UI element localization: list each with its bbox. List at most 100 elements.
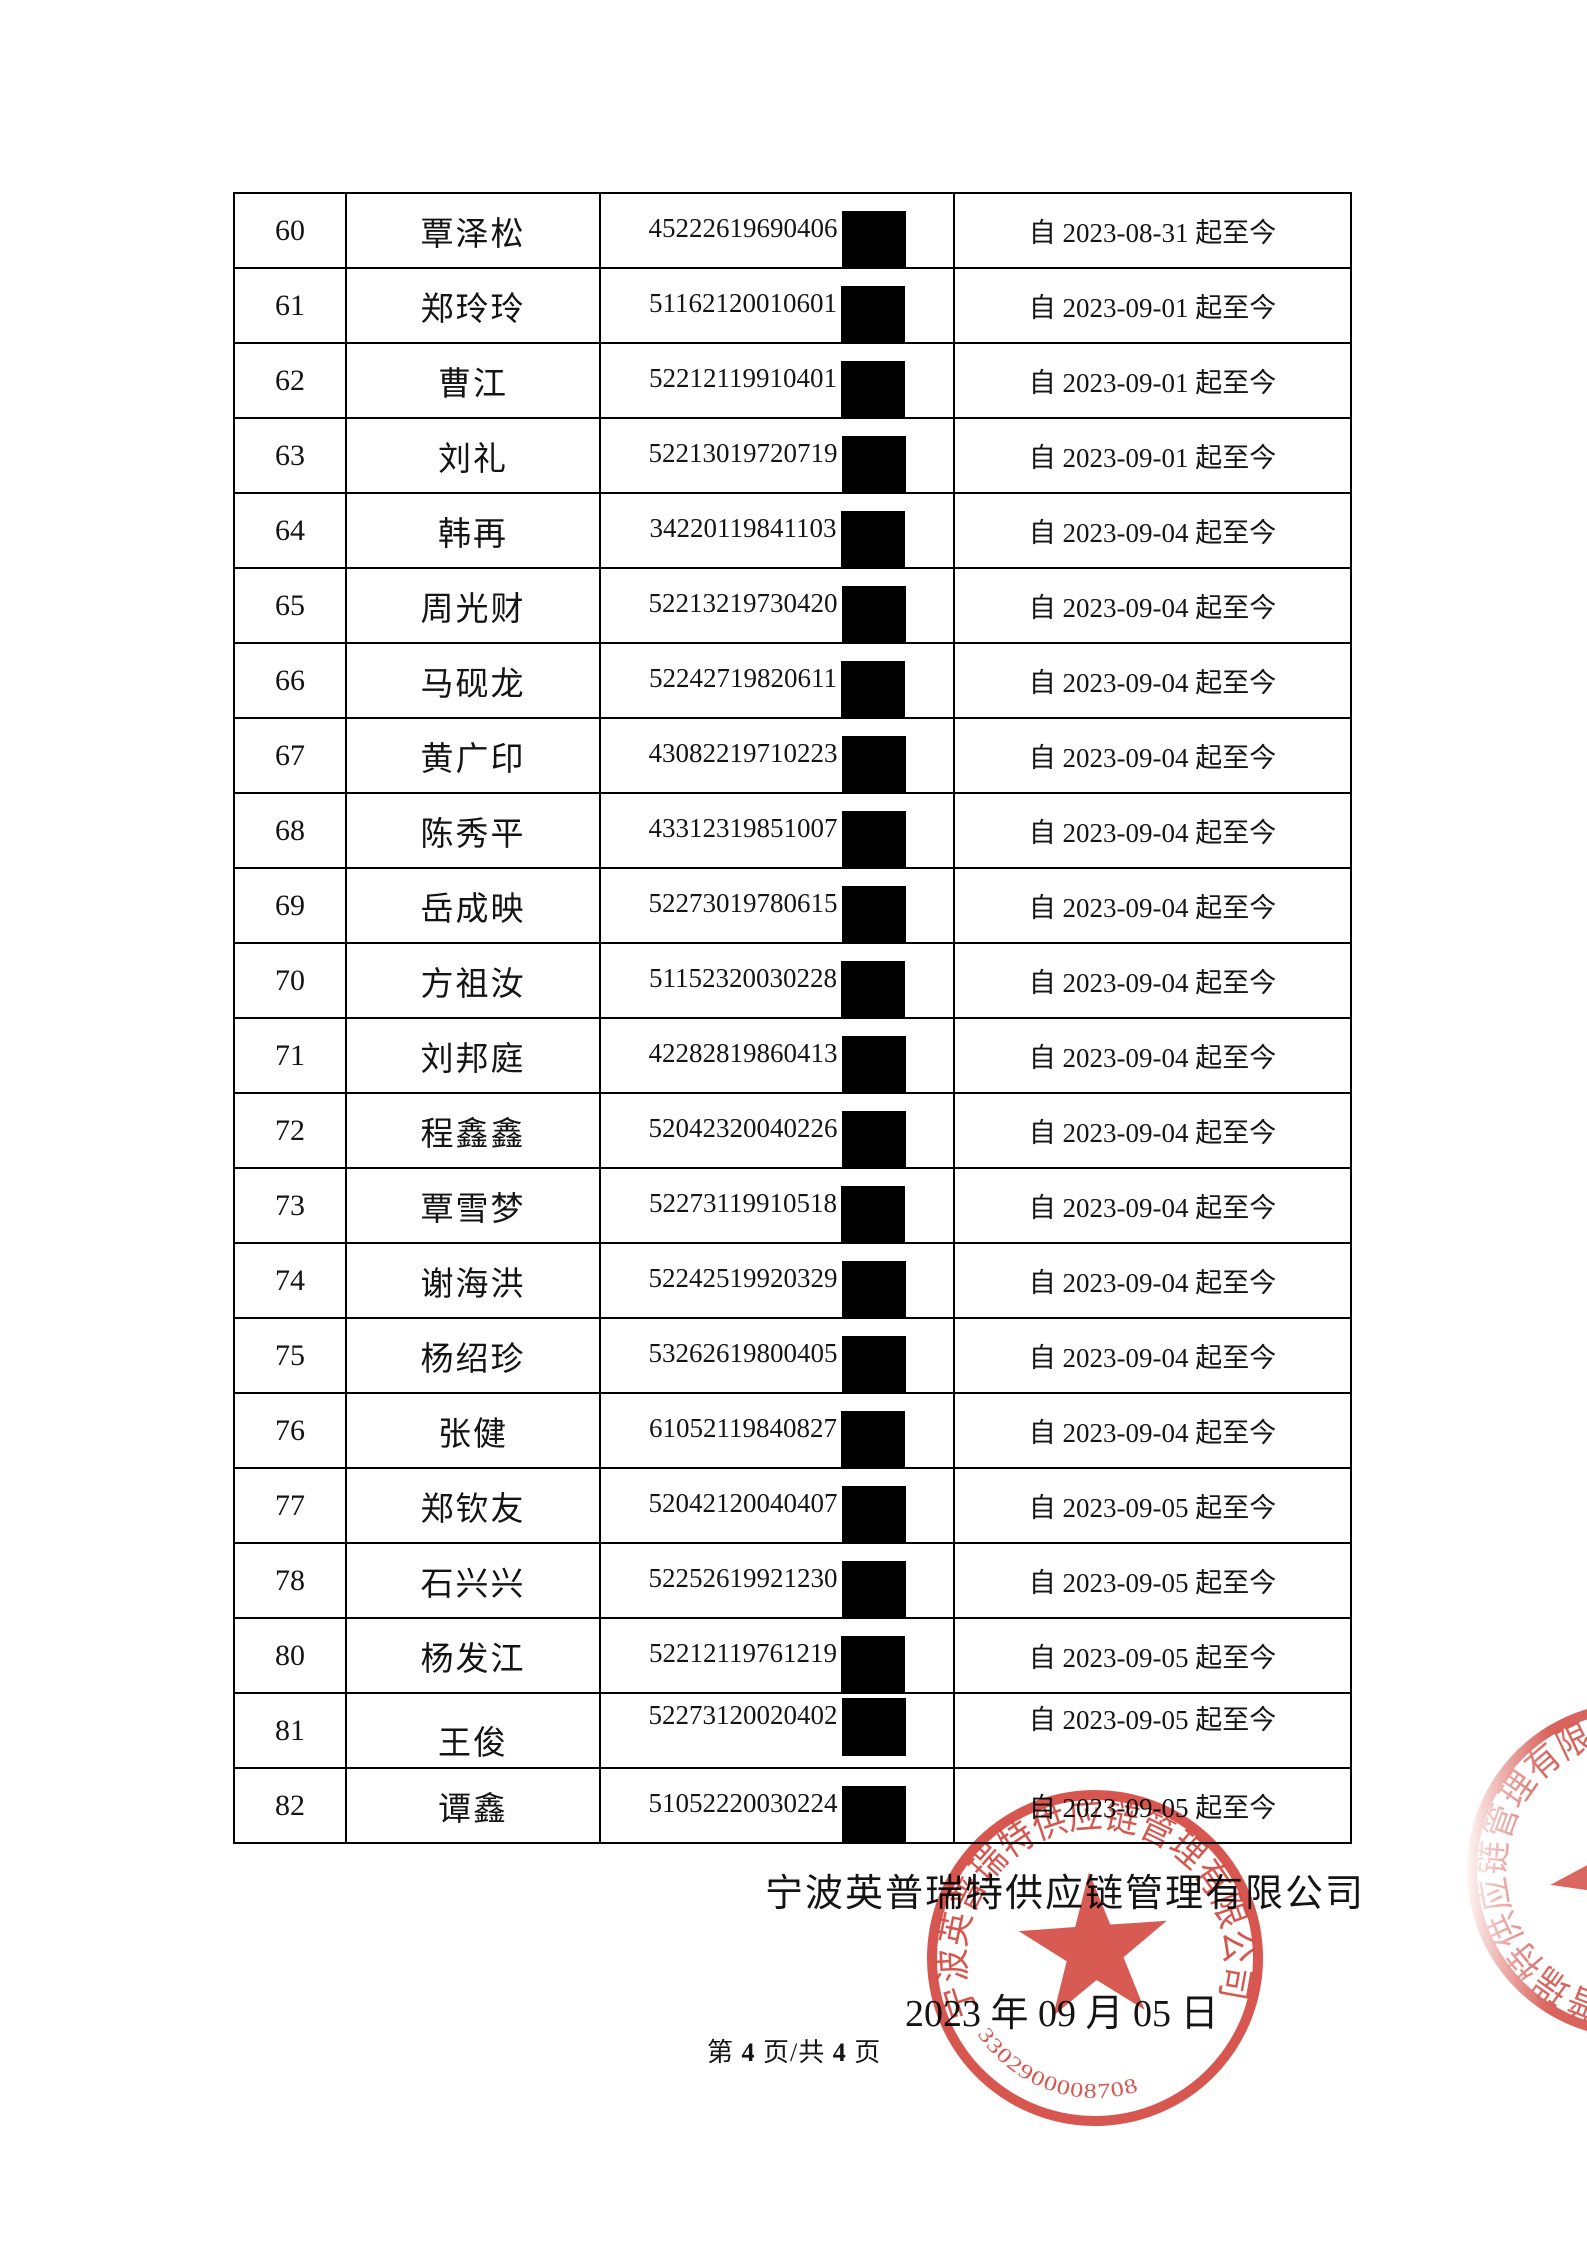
date-cell: 自 2023-09-05 起至今 xyxy=(953,1542,1352,1619)
id-cell: 52042320040226 xyxy=(599,1092,955,1169)
person-name: 谢海洪 xyxy=(420,1266,526,1303)
date-cell: 自 2023-09-04 起至今 xyxy=(953,867,1352,944)
id-cell: 52242719820611 xyxy=(599,642,955,719)
date-cell: 自 2023-09-04 起至今 xyxy=(953,1392,1352,1469)
table-row: 66 马砚龙 52242719820611 自 2023-09-04 起至今 xyxy=(233,642,1352,719)
person-name: 杨发江 xyxy=(420,1641,526,1678)
row-number-cell: 67 xyxy=(233,717,347,794)
employment-period: 自 2023-09-04 起至今 xyxy=(1028,1193,1277,1223)
id-number: 51052220030224 xyxy=(649,1777,906,1844)
date-cell: 自 2023-09-05 起至今 xyxy=(953,1617,1352,1694)
id-number: 52242519920329 xyxy=(649,1252,906,1319)
person-name: 杨绍珍 xyxy=(420,1341,526,1378)
date-cell: 自 2023-09-01 起至今 xyxy=(953,342,1352,419)
person-name: 陈秀平 xyxy=(420,816,526,853)
name-cell: 覃雪梦 xyxy=(345,1167,601,1244)
employment-period: 自 2023-09-04 起至今 xyxy=(1028,593,1277,623)
id-number: 51152320030228 xyxy=(649,952,905,1019)
date-cell: 自 2023-09-04 起至今 xyxy=(953,1167,1352,1244)
person-name: 石兴兴 xyxy=(420,1566,526,1603)
row-number-cell: 82 xyxy=(233,1767,347,1844)
name-cell: 周光财 xyxy=(345,567,601,644)
date-cell: 自 2023-09-01 起至今 xyxy=(953,267,1352,344)
id-cell: 61052119840827 xyxy=(599,1392,955,1469)
name-cell: 黄广印 xyxy=(345,717,601,794)
employment-period: 自 2023-09-04 起至今 xyxy=(1028,1043,1277,1073)
redaction-box xyxy=(841,885,906,944)
id-number: 52273019780615 xyxy=(649,877,906,944)
id-cell: 34220119841103 xyxy=(599,492,955,569)
redaction-box xyxy=(841,960,905,1019)
row-number-cell: 65 xyxy=(233,567,347,644)
table-row: 71 刘邦庭 42282819860413 自 2023-09-04 起至今 xyxy=(233,1017,1352,1094)
name-cell: 曹江 xyxy=(345,342,601,419)
table-row: 63 刘礼 52213019720719 自 2023-09-01 起至今 xyxy=(233,417,1352,494)
name-cell: 石兴兴 xyxy=(345,1542,601,1619)
id-number: 42282819860413 xyxy=(649,1027,906,1094)
date-cell: 自 2023-09-05 起至今 xyxy=(953,1467,1352,1544)
row-number-cell: 71 xyxy=(233,1017,347,1094)
date-cell: 自 2023-09-04 起至今 xyxy=(953,1317,1352,1394)
person-name: 曹江 xyxy=(438,366,508,403)
row-number-cell: 75 xyxy=(233,1317,347,1394)
table-row: 67 黄广印 43082219710223 自 2023-09-04 起至今 xyxy=(233,717,1352,794)
id-cell: 52042120040407 xyxy=(599,1467,955,1544)
redaction-box xyxy=(841,1110,906,1169)
date-cell: 自 2023-09-04 起至今 xyxy=(953,567,1352,644)
table-row: 61 郑玲玲 51162120010601 自 2023-09-01 起至今 xyxy=(233,267,1352,344)
person-name: 韩再 xyxy=(438,516,508,553)
name-cell: 岳成映 xyxy=(345,867,601,944)
table-row: 64 韩再 34220119841103 自 2023-09-04 起至今 xyxy=(233,492,1352,569)
date-cell: 自 2023-09-04 起至今 xyxy=(953,642,1352,719)
name-cell: 郑玲玲 xyxy=(345,267,601,344)
date-cell: 自 2023-08-31 起至今 xyxy=(953,192,1352,269)
id-number: 52273119910518 xyxy=(649,1177,905,1244)
person-name: 岳成映 xyxy=(420,891,526,928)
employment-period: 自 2023-09-04 起至今 xyxy=(1028,518,1277,548)
redaction-box xyxy=(841,1697,906,1756)
id-number: 51162120010601 xyxy=(649,277,905,344)
seal-star xyxy=(1550,1802,1587,1949)
name-cell: 杨发江 xyxy=(345,1617,601,1694)
id-cell: 51152320030228 xyxy=(599,942,955,1019)
date-cell: 自 2023-09-04 起至今 xyxy=(953,1242,1352,1319)
partial-seal-stamp: 宁波英普瑞特供应链管理有限公司 3302900008708 xyxy=(1455,1690,1587,2050)
page-current: 4 xyxy=(741,2038,756,2067)
table-row: 60 覃泽松 45222619690406 自 2023-08-31 起至今 xyxy=(233,192,1352,269)
seal-ring xyxy=(1467,1702,1587,2038)
employment-period: 自 2023-09-05 起至今 xyxy=(1028,1705,1277,1735)
row-number-cell: 66 xyxy=(233,642,347,719)
person-name: 周光财 xyxy=(420,591,526,628)
id-cell: 52212119910401 xyxy=(599,342,955,419)
person-name: 覃泽松 xyxy=(420,216,526,253)
id-cell: 52213019720719 xyxy=(599,417,955,494)
employment-period: 自 2023-09-04 起至今 xyxy=(1028,668,1277,698)
name-cell: 张健 xyxy=(345,1392,601,1469)
id-number: 43312319851007 xyxy=(649,802,906,869)
name-cell: 程鑫鑫 xyxy=(345,1092,601,1169)
id-number: 52212119910401 xyxy=(649,352,905,419)
redaction-box xyxy=(841,435,906,494)
person-name: 覃雪梦 xyxy=(420,1191,526,1228)
employment-period: 自 2023-09-01 起至今 xyxy=(1028,443,1277,473)
date-cell: 自 2023-09-05 起至今 xyxy=(953,1692,1352,1769)
page-middle: 页/共 xyxy=(763,2038,826,2067)
redaction-box xyxy=(841,210,906,269)
redaction-box xyxy=(841,1485,906,1544)
employment-period: 自 2023-09-05 起至今 xyxy=(1028,1568,1277,1598)
person-name: 方祖汝 xyxy=(420,966,526,1003)
page-total: 4 xyxy=(832,2038,847,2067)
redaction-box xyxy=(841,660,905,719)
row-number-cell: 69 xyxy=(233,867,347,944)
id-number: 61052119840827 xyxy=(649,1402,905,1469)
id-number: 52252619921230 xyxy=(649,1552,906,1619)
table-row: 76 张健 61052119840827 自 2023-09-04 起至今 xyxy=(233,1392,1352,1469)
employment-period: 自 2023-09-04 起至今 xyxy=(1028,1268,1277,1298)
id-cell: 43082219710223 xyxy=(599,717,955,794)
id-number: 52273120020402 xyxy=(649,1689,906,1756)
person-name: 张健 xyxy=(438,1416,508,1453)
table-row: 62 曹江 52212119910401 自 2023-09-01 起至今 xyxy=(233,342,1352,419)
row-number-cell: 61 xyxy=(233,267,347,344)
redaction-box xyxy=(840,510,905,569)
